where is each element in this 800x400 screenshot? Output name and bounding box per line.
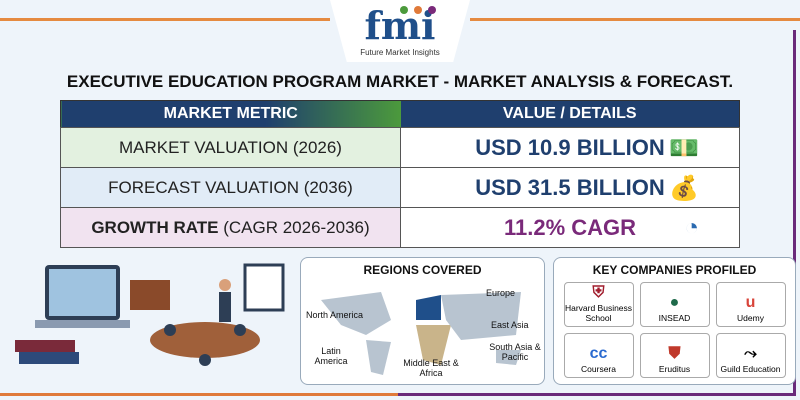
region-europe: Europe <box>486 288 516 298</box>
table-row: FORECAST VALUATION (2036) USD 31.5 BILLIO… <box>60 167 740 208</box>
region-mea: Middle East & Africa <box>403 358 459 378</box>
value-text: 11.2% CAGR <box>503 214 637 240</box>
eruditus-logo-icon: ⛊ <box>668 345 681 362</box>
company-name: Udemy <box>737 313 764 323</box>
fmi-logo: fmi Future Market Insights <box>330 0 470 62</box>
logo-tagline: Future Market Insights <box>360 48 440 57</box>
table-row: GROWTH RATE (CAGR 2026-2036) 11.2% CAGR ◔ <box>60 207 740 248</box>
region-latin-america: Latin America <box>314 346 348 366</box>
company-udemy: u Udemy <box>715 282 786 327</box>
page-title: EXECUTIVE EDUCATION PROGRAM MARKET - MAR… <box>66 72 734 91</box>
metric-value: USD 10.9 BILLION 💵 <box>400 127 740 168</box>
metric-label: GROWTH RATE (CAGR 2026-2036) <box>60 207 401 248</box>
region-south-asia: South Asia & Pacific <box>489 342 541 362</box>
company-name: Harvard Business School <box>564 303 633 323</box>
decor-line <box>470 18 800 21</box>
metric-value: 11.2% CAGR ◔ <box>400 207 740 248</box>
udemy-logo-icon: u <box>745 294 756 311</box>
value-text: USD 10.9 BILLION <box>475 134 665 160</box>
company-name: INSEAD <box>658 313 691 323</box>
companies-title: KEY COMPANIES PROFILED <box>592 263 757 277</box>
companies-panel: KEY COMPANIES PROFILED ⛨ Harvard Business… <box>553 257 796 385</box>
metric-rest: (CAGR 2026-2036) <box>218 217 370 237</box>
metric-bold: GROWTH RATE <box>91 217 219 237</box>
shield-icon: ⛨ <box>592 284 605 301</box>
company-name: Coursera <box>581 364 616 374</box>
metric-label: MARKET VALUATION (2026) <box>60 127 401 168</box>
insead-logo-icon: ● <box>669 294 680 311</box>
money-growth-icon: 💰 <box>669 175 699 202</box>
metric-value: USD 31.5 BILLION 💰 <box>400 167 740 208</box>
frame <box>0 393 796 396</box>
value-text: USD 31.5 BILLION <box>475 174 665 200</box>
region-north-america: North America <box>306 310 364 320</box>
money-stack-icon: 💵 <box>669 135 699 162</box>
header-value: VALUE / DETAILS <box>400 100 740 128</box>
classroom-illustration <box>15 263 285 366</box>
table-row: MARKET VALUATION (2026) USD 10.9 BILLION 💵 <box>60 127 740 168</box>
coursera-logo-icon: cc <box>589 345 608 362</box>
regions-panel: REGIONS COVERED North America Latin Amer… <box>300 257 545 385</box>
company-name: Guild Education <box>720 364 781 374</box>
metric-label: FORECAST VALUATION (2036) <box>60 167 401 208</box>
header-metric: MARKET METRIC <box>60 100 401 128</box>
company-eruditus: ⛊ Eruditus <box>639 333 710 378</box>
company-name: Eruditus <box>658 364 691 374</box>
world-map <box>321 292 521 375</box>
donut-chart-icon: ◔ <box>684 214 700 241</box>
regions-title: REGIONS COVERED <box>363 263 482 277</box>
company-harvard: ⛨ Harvard Business School <box>563 282 634 327</box>
decor-line <box>0 18 330 21</box>
guild-logo-icon: ⤳ <box>744 345 757 362</box>
region-east-asia: East Asia <box>491 320 529 330</box>
company-insead: ● INSEAD <box>639 282 710 327</box>
company-coursera: cc Coursera <box>563 333 634 378</box>
frame <box>793 30 796 396</box>
company-guild: ⤳ Guild Education <box>715 333 786 378</box>
market-table: MARKET METRIC VALUE / DETAILS MARKET VALU… <box>60 100 740 248</box>
